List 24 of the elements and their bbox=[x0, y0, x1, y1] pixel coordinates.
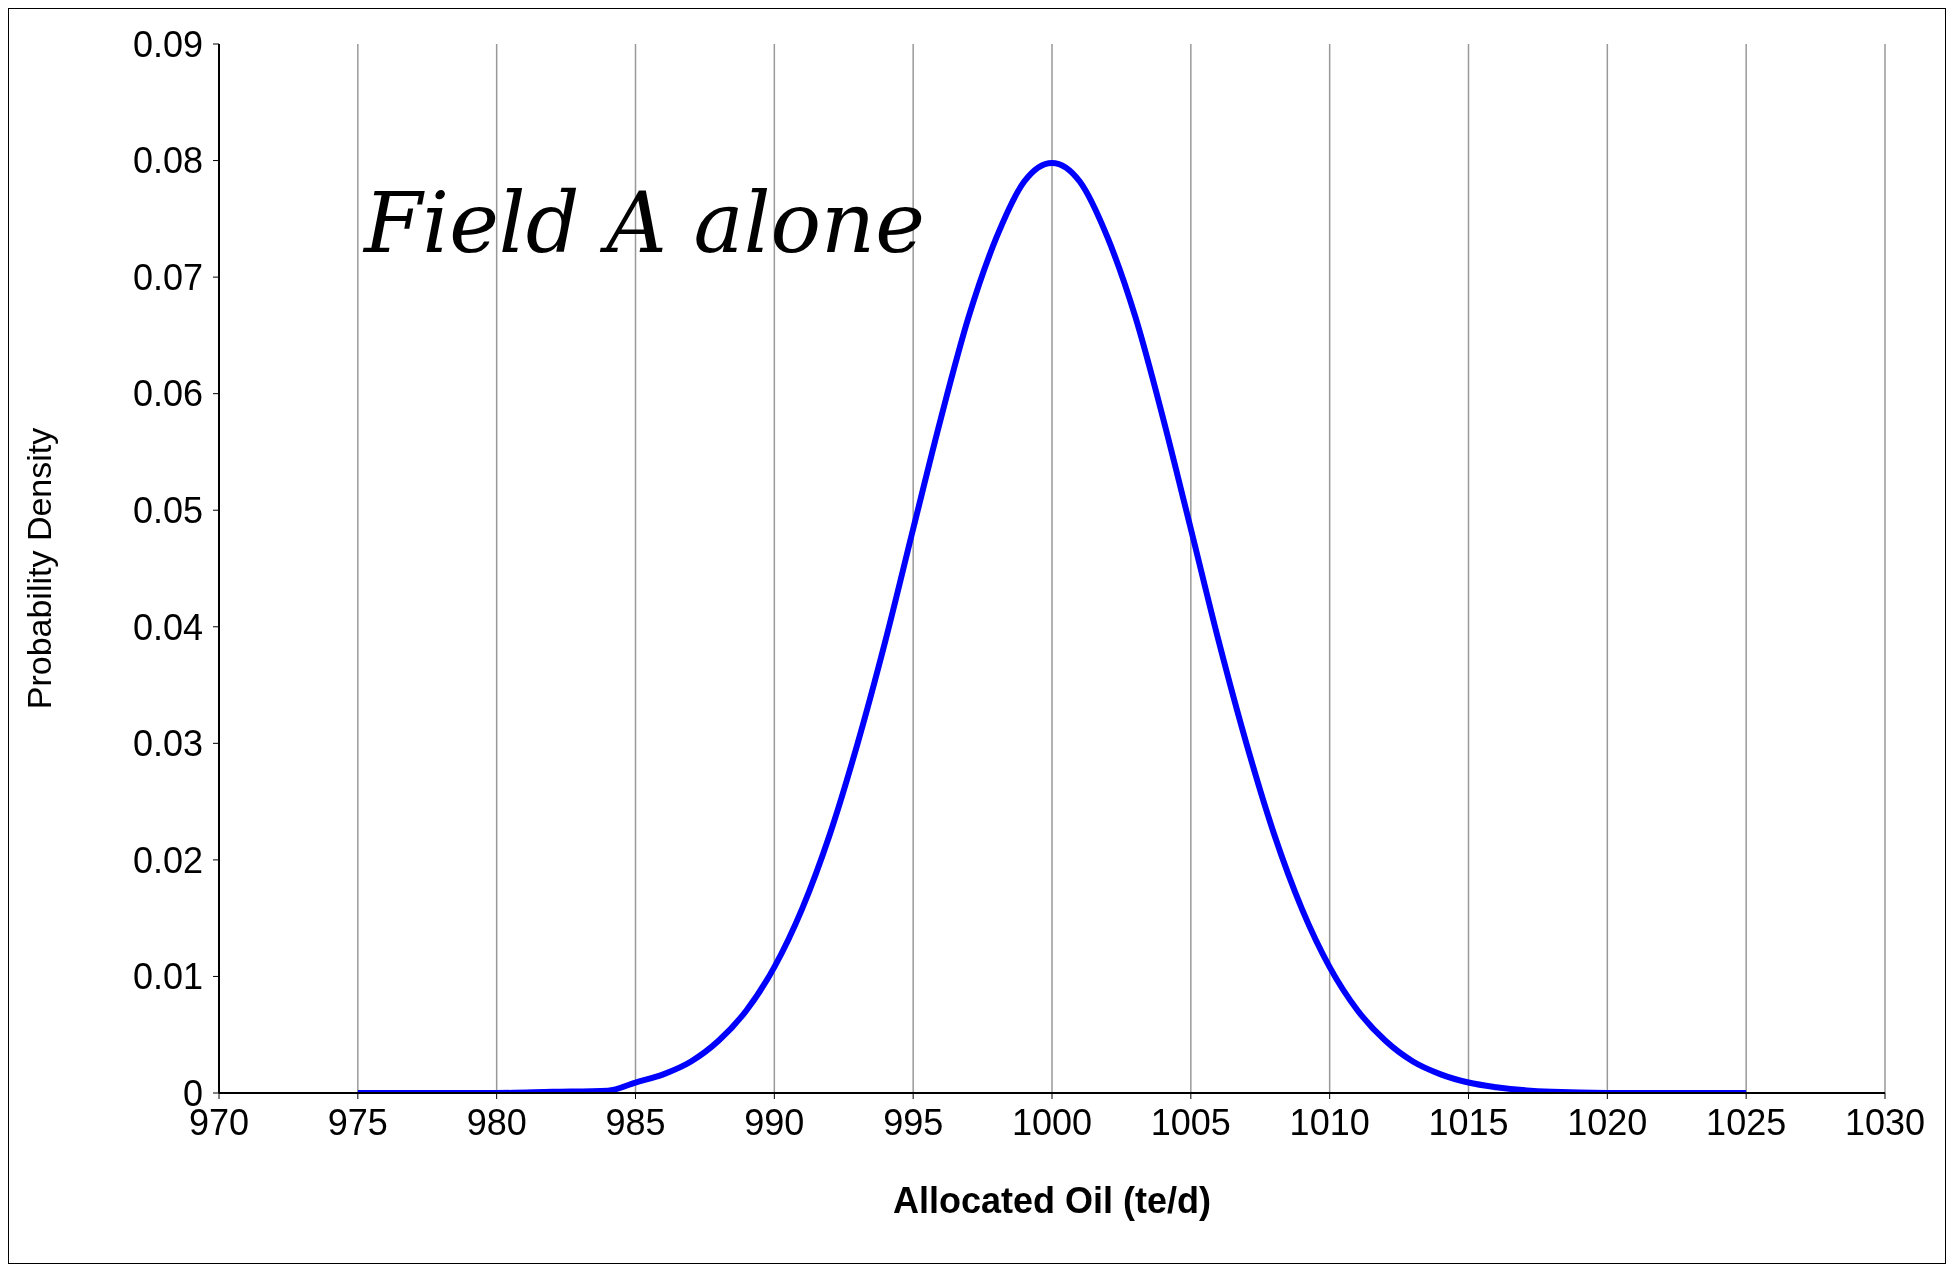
y-tick-label: 0.02 bbox=[132, 839, 203, 881]
y-tick-label: 0.03 bbox=[132, 723, 203, 765]
x-tick-label: 1030 bbox=[1844, 1101, 1926, 1143]
x-tick-label: 995 bbox=[883, 1101, 944, 1143]
x-tick-label: 1010 bbox=[1289, 1101, 1370, 1143]
x-tick-label: 1020 bbox=[1567, 1101, 1648, 1143]
x-tick-label: 980 bbox=[466, 1101, 527, 1143]
y-tick-label: 0.07 bbox=[132, 256, 203, 298]
y-tick-label: 0.05 bbox=[132, 490, 203, 531]
y-tick-label: 0.01 bbox=[132, 956, 203, 998]
y-axis-title: Probability Density bbox=[20, 427, 59, 710]
y-tick-label: 0.06 bbox=[132, 373, 203, 415]
x-tick-label: 990 bbox=[744, 1101, 805, 1143]
x-axis-title: Allocated Oil (te/d) bbox=[892, 1180, 1212, 1221]
x-tick-label: 975 bbox=[327, 1101, 388, 1143]
x-tick-label: 1005 bbox=[1150, 1101, 1231, 1143]
x-tick-label: 1000 bbox=[1011, 1101, 1093, 1143]
y-tick-label: 0.09 bbox=[132, 23, 203, 65]
x-tick-label: 985 bbox=[605, 1101, 666, 1143]
annotation: Field A alone bbox=[364, 174, 925, 272]
y-tick-label: 0.08 bbox=[132, 140, 203, 182]
x-tick-label: 1025 bbox=[1706, 1101, 1787, 1143]
x-tick-label: 1015 bbox=[1428, 1101, 1509, 1143]
y-tick-label: 0.04 bbox=[132, 606, 203, 648]
